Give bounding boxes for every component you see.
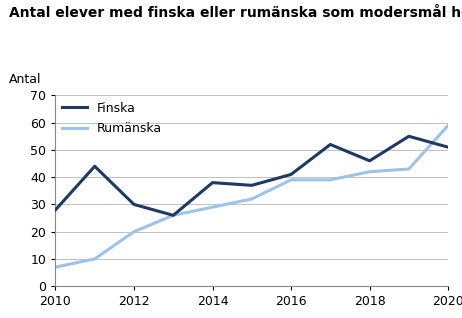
Finska [53,208,58,212]
Finska [249,183,255,187]
Rumänska [92,257,97,261]
Rumänska [210,205,215,209]
Finska [367,159,372,163]
Finska [131,203,137,206]
Rumänska [406,167,412,171]
Rumänska [170,213,176,217]
Finska [170,213,176,217]
Finska [445,145,451,149]
Rumänska [445,123,451,127]
Finska [406,135,412,138]
Text: Antal elever med finska eller rumänska som modersmål hösten 2010-2020: Antal elever med finska eller rumänska s… [9,6,462,20]
Rumänska [367,170,372,174]
Rumänska [131,230,137,234]
Finska [288,173,294,176]
Rumänska [328,178,333,182]
Rumänska [288,178,294,182]
Legend: Finska, Rumänska: Finska, Rumänska [59,99,164,138]
Line: Finska: Finska [55,136,448,215]
Line: Rumänska: Rumänska [55,125,448,267]
Finska [328,142,333,146]
Finska [210,181,215,184]
Finska [92,164,97,168]
Text: Antal: Antal [9,73,42,86]
Rumänska [249,197,255,201]
Rumänska [53,265,58,269]
